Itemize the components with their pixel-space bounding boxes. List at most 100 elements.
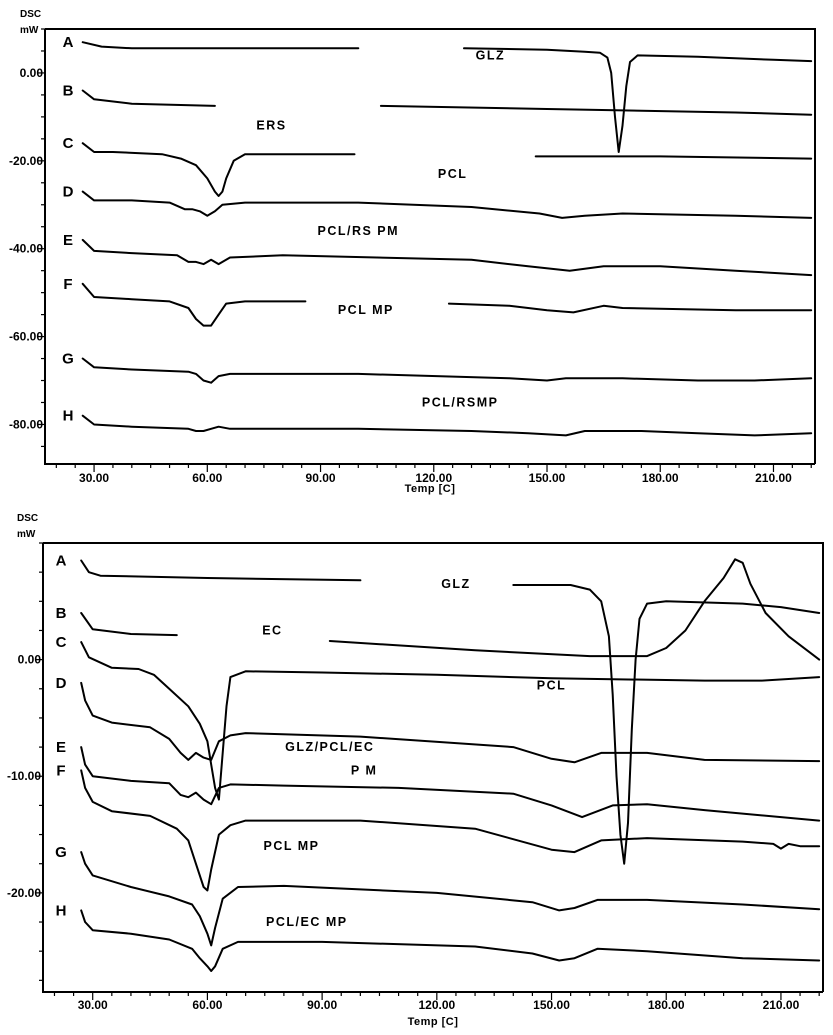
curve-annotation: ERS <box>256 119 286 133</box>
curve-annotation: EC <box>262 623 282 637</box>
curve-annotation: P M <box>351 763 378 777</box>
dsc-curve-F: F <box>63 276 813 327</box>
x-tick-label: 60.00 <box>192 998 222 1012</box>
curve-segment <box>328 558 821 661</box>
curve-segment <box>463 47 813 153</box>
curve-segment <box>81 282 307 327</box>
curve-segment <box>379 104 813 116</box>
dsc-curve-F: F <box>56 762 821 892</box>
y-tick-label: -60.00 <box>9 330 43 344</box>
curve-annotation: PCL/RS PM <box>318 224 400 238</box>
curve-segment <box>512 584 821 865</box>
curve-segment <box>81 414 813 437</box>
curve-label-E: E <box>56 739 66 756</box>
x-tick-label: 150.00 <box>529 471 566 485</box>
curve-annotation: PCL MP <box>264 839 320 853</box>
curve-label-H: H <box>56 902 67 919</box>
curve-annotation: PCL <box>438 167 468 181</box>
dsc-panel-bottom: DSC mW 30.00 60.00 90.00 120.00 150.00 180.00 21… <box>7 513 824 1028</box>
plot-border <box>43 542 824 992</box>
y-unit-mw: mW <box>17 529 36 540</box>
x-tick-label: 30.00 <box>78 998 108 1012</box>
y-tick-label: 0.00 <box>20 66 44 80</box>
curve-label-F: F <box>63 276 72 293</box>
dsc-curve-D: D <box>63 184 813 219</box>
curve-segment <box>81 357 813 384</box>
curve-annotation: GLZ <box>476 48 506 62</box>
curve-label-F: F <box>56 762 65 779</box>
curve-annotation: PCL MP <box>338 303 394 317</box>
curve-label-H: H <box>63 408 74 425</box>
x-tick-label: 210.00 <box>755 471 792 485</box>
x-tick-label: 180.00 <box>648 998 685 1012</box>
curve-label-B: B <box>56 605 67 622</box>
curve-annotation: PCL <box>537 678 567 692</box>
curve-segment <box>80 769 821 892</box>
dsc-curve-H: H <box>56 902 821 972</box>
dsc-curve-C: C <box>56 634 821 801</box>
plot-border <box>45 28 816 464</box>
x-tick-label: 210.00 <box>763 998 800 1012</box>
y-tick-label: -40.00 <box>9 242 43 256</box>
curve-annotation: PCL/EC MP <box>266 915 348 929</box>
curve-segment <box>81 238 813 277</box>
x-tick-label: 90.00 <box>307 998 337 1012</box>
curve-label-D: D <box>63 184 74 201</box>
x-tick-label: 120.00 <box>415 471 452 485</box>
dsc-curve-D: D <box>56 675 821 764</box>
dsc-curve-C: C <box>63 135 813 197</box>
dsc-curve-A: A <box>56 552 821 865</box>
x-tick-label: 60.00 <box>192 471 222 485</box>
y-tick-label: -20.00 <box>7 886 41 900</box>
dsc-curve-A: A <box>63 34 813 153</box>
x-tick-label: 180.00 <box>642 471 679 485</box>
curve-annotation: GLZ <box>441 577 471 591</box>
curve-label-C: C <box>56 634 67 651</box>
y-unit-mw: mW <box>20 25 39 36</box>
curve-segment <box>81 41 360 50</box>
curve-segment <box>80 851 821 947</box>
y-unit-dsc: DSC <box>17 513 38 524</box>
curve-annotation: PCL/RSMP <box>422 395 499 409</box>
axis-frame <box>42 543 823 993</box>
dsc-curve-G: G <box>55 844 821 947</box>
curve-segment <box>81 89 216 107</box>
dsc-curve-E: E <box>63 232 813 277</box>
curve-segment <box>80 746 821 822</box>
curve-segment <box>80 909 821 972</box>
curve-label-A: A <box>63 34 74 51</box>
y-tick-label: -80.00 <box>9 417 43 431</box>
curve-label-A: A <box>56 552 67 569</box>
curve-annotation: GLZ/PCL/EC <box>285 740 374 754</box>
curve-label-D: D <box>56 675 67 692</box>
x-tick-label: 90.00 <box>306 471 336 485</box>
y-tick-label: -20.00 <box>9 154 43 168</box>
curve-segment <box>81 190 813 219</box>
y-tick-label: -10.00 <box>7 769 41 783</box>
y-unit-dsc: DSC <box>20 9 41 20</box>
curve-segment <box>80 612 178 637</box>
curve-label-G: G <box>62 351 74 368</box>
curve-segment <box>80 641 821 801</box>
curve-segment <box>447 302 813 314</box>
x-tick-label: 120.00 <box>418 998 455 1012</box>
y-tick-label: 0.00 <box>18 653 42 667</box>
axis-frame <box>44 29 815 465</box>
curve-label-G: G <box>55 844 67 861</box>
x-tick-label: 30.00 <box>79 471 109 485</box>
dsc-curve-B: B <box>56 558 821 661</box>
dsc-panel-top: DSC mW 30.00 60.00 90.00 120.00 150.00 180.00 21… <box>9 9 816 495</box>
curve-label-C: C <box>63 135 74 152</box>
curve-segment <box>80 559 362 582</box>
dsc-curve-G: G <box>62 351 813 384</box>
dsc-curve-E: E <box>56 739 821 822</box>
x-axis-label: Temp [C] <box>408 1016 459 1028</box>
x-axis-label: Temp [C] <box>405 483 456 495</box>
x-tick-label: 150.00 <box>533 998 570 1012</box>
curve-segment <box>81 142 356 197</box>
curve-segment <box>534 155 813 160</box>
curve-label-B: B <box>63 83 74 100</box>
dsc-curve-B: B <box>63 83 813 116</box>
curve-segment <box>80 681 821 764</box>
